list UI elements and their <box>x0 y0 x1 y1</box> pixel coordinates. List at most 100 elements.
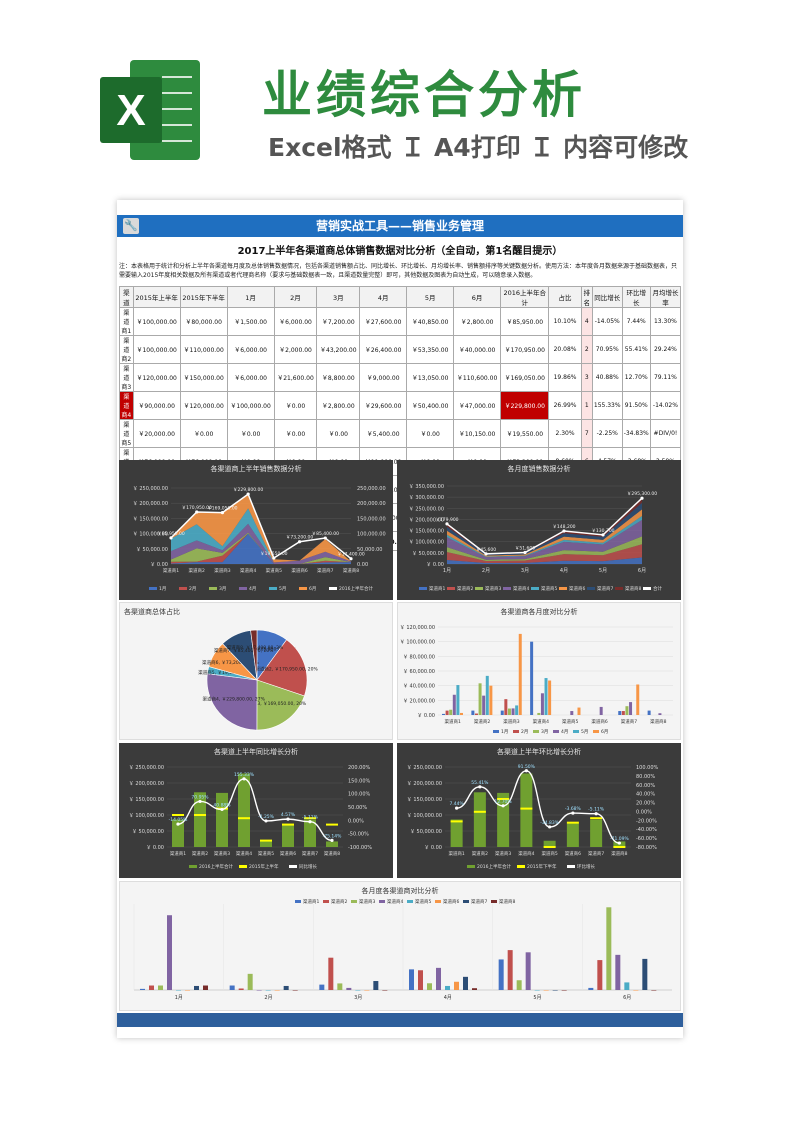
table-cell[interactable]: ￥19,550.00 <box>500 419 550 448</box>
category-label: 渠道商6 <box>591 718 607 725</box>
table-cell[interactable]: ￥229,800.00 <box>500 391 550 420</box>
page-subtitle: Excel格式 Ｉ A4打印 Ｉ 内容可修改 <box>268 133 689 162</box>
table-cell[interactable]: ￥43,200.00 <box>316 335 361 364</box>
chart-channel-area: 各渠道商上半年销售数据分析 ￥ 0.00 ￥ 50,000.00 ￥ 100,000… <box>119 460 393 600</box>
table-cell[interactable]: 29.24% <box>649 335 682 364</box>
table-cell[interactable]: ￥8,800.00 <box>316 363 361 392</box>
table-cell[interactable]: 渠道商3 <box>119 363 134 392</box>
table-cell[interactable]: 19.86% <box>548 363 582 392</box>
table-cell[interactable]: -14.05% <box>591 307 623 336</box>
bar <box>409 969 414 990</box>
table-cell[interactable]: 3 <box>580 363 593 392</box>
table-cell[interactable]: ￥10,150.00 <box>453 419 502 448</box>
bar <box>507 708 511 715</box>
table-cell[interactable]: #DIV/0! <box>649 419 682 448</box>
bar <box>373 981 379 990</box>
table-cell[interactable]: 7.44% <box>621 307 651 336</box>
table-cell[interactable]: ￥7,200.00 <box>316 307 361 336</box>
table-cell[interactable]: ￥0.00 <box>226 419 275 448</box>
table-cell[interactable]: 4 <box>580 307 593 336</box>
table-cell[interactable]: 1 <box>580 391 593 420</box>
table-cell[interactable]: ￥0.00 <box>406 419 455 448</box>
table-cell[interactable]: ￥2,000.00 <box>273 335 318 364</box>
column-header: 2015年下半年 <box>179 286 228 308</box>
table-cell[interactable]: ￥150,000.00 <box>179 363 228 392</box>
table-cell[interactable]: ￥21,600.00 <box>273 363 318 392</box>
legend-label: 渠道商4 <box>513 585 529 592</box>
table-cell[interactable]: ￥120,000.00 <box>179 391 228 420</box>
table-cell[interactable]: 渠道商5 <box>119 419 134 448</box>
bar <box>326 841 338 847</box>
table-cell[interactable]: ￥0.00 <box>273 419 318 448</box>
table-cell[interactable]: 渠道商1 <box>119 307 134 336</box>
table-cell[interactable]: -34.83% <box>621 419 651 448</box>
table-cell[interactable]: 2.30% <box>548 419 582 448</box>
table-cell[interactable]: ￥100,000.00 <box>132 335 181 364</box>
table-cell[interactable]: 79.11% <box>649 363 682 392</box>
category-label: 4月 <box>560 568 568 574</box>
table-cell[interactable]: ￥2,800.00 <box>316 391 361 420</box>
data-label: ￥85,400.00 <box>312 531 340 537</box>
table-cell[interactable]: 26.99% <box>548 391 582 420</box>
table-cell[interactable]: ￥40,000.00 <box>453 335 502 364</box>
table-cell[interactable]: ￥27,600.00 <box>359 307 408 336</box>
table-cell[interactable]: 40.88% <box>591 363 623 392</box>
wrench-icon[interactable]: 🔧 <box>123 218 139 234</box>
table-cell[interactable]: 91.50% <box>621 391 651 420</box>
bar <box>624 982 630 990</box>
table-cell[interactable]: 2 <box>580 335 593 364</box>
table-cell[interactable]: 10.10% <box>548 307 582 336</box>
legend-label: 渠道商8 <box>625 585 641 592</box>
table-cell[interactable]: ￥0.00 <box>179 419 228 448</box>
table-cell[interactable]: ￥13,050.00 <box>406 363 455 392</box>
table-cell[interactable]: ￥110,600.00 <box>453 363 502 392</box>
table-cell[interactable]: ￥29,600.00 <box>359 391 408 420</box>
table-cell[interactable]: ￥40,850.00 <box>406 307 455 336</box>
category-label: 渠道商2 <box>474 718 490 725</box>
table-cell[interactable]: 7 <box>580 419 593 448</box>
table-cell[interactable]: 13.30% <box>649 307 682 336</box>
table-cell[interactable]: ￥90,000.00 <box>132 391 181 420</box>
table-cell[interactable]: ￥50,400.00 <box>406 391 455 420</box>
column-header: 6月 <box>453 286 502 308</box>
table-cell[interactable]: -14.02% <box>649 391 682 420</box>
table-cell[interactable]: ￥169,050.00 <box>500 363 550 392</box>
table-cell[interactable]: ￥170,950.00 <box>500 335 550 364</box>
tick-label: ￥ 20,000.00 <box>403 698 435 704</box>
data-label: ￥85,950.00 <box>157 531 185 537</box>
table-cell[interactable]: 155.33% <box>591 391 623 420</box>
tick-label: ￥ 0.00 <box>417 713 435 719</box>
table-cell[interactable]: 12.70% <box>621 363 651 392</box>
marker <box>473 810 486 813</box>
legend-label: 渠道商2 <box>331 898 347 905</box>
table-cell[interactable]: ￥2,800.00 <box>453 307 502 336</box>
table-cell[interactable]: ￥100,000.00 <box>132 307 181 336</box>
bar <box>516 980 522 990</box>
table-cell[interactable]: -2.25% <box>591 419 623 448</box>
table-cell[interactable]: 渠道商4 <box>119 391 134 420</box>
table-cell[interactable]: ￥9,000.00 <box>359 363 408 392</box>
table-cell[interactable]: 55.41% <box>621 335 651 364</box>
table-cell[interactable]: ￥6,000.00 <box>226 363 275 392</box>
table-cell[interactable]: 70.95% <box>591 335 623 364</box>
table-cell[interactable]: ￥80,000.00 <box>179 307 228 336</box>
table-cell[interactable]: ￥0.00 <box>316 419 361 448</box>
table-cell[interactable]: ￥6,000.00 <box>226 335 275 364</box>
table-cell[interactable]: ￥110,000.00 <box>179 335 228 364</box>
table-cell[interactable]: 渠道商2 <box>119 335 134 364</box>
table-cell[interactable]: ￥100,000.00 <box>226 391 275 420</box>
table-cell[interactable]: ￥1,500.00 <box>226 307 275 336</box>
table-cell[interactable]: ￥47,000.00 <box>453 391 502 420</box>
table-cell[interactable]: 20.08% <box>548 335 582 364</box>
marker <box>326 823 338 826</box>
table-cell[interactable]: ￥120,000.00 <box>132 363 181 392</box>
table-cell[interactable]: ￥20,000.00 <box>132 419 181 448</box>
table-cell[interactable]: ￥53,350.00 <box>406 335 455 364</box>
table-cell[interactable]: ￥0.00 <box>273 391 318 420</box>
table-cell[interactable]: ￥5,400.00 <box>359 419 408 448</box>
table-cell[interactable]: ￥26,400.00 <box>359 335 408 364</box>
table-cell[interactable]: ￥6,000.00 <box>273 307 318 336</box>
table-cell[interactable]: ￥85,950.00 <box>500 307 550 336</box>
bar <box>216 792 228 847</box>
category-label: 渠道商4 <box>533 718 549 725</box>
